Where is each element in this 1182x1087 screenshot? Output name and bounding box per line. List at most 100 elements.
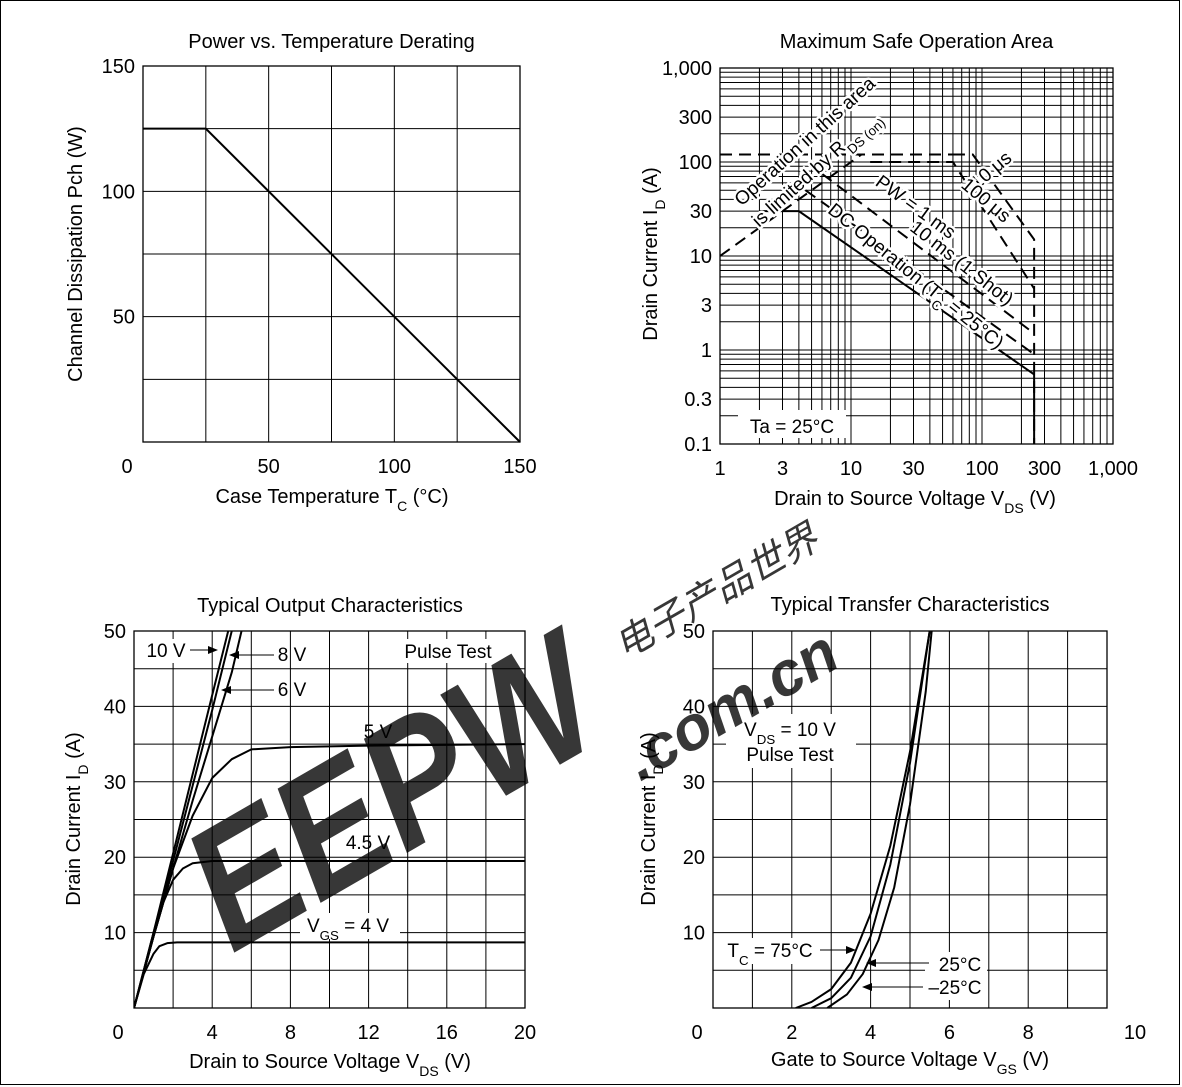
x-tick-label: 50 [258, 456, 280, 478]
chart-derating: 0 50 100 150 50 100 150 Power vs. Temperature D… [65, 31, 537, 514]
y-tick-label: 20 [683, 847, 705, 869]
label-tc-75c: TC = 75°C [727, 941, 812, 968]
x-axis-label: Drain to Source Voltage VDS (V) [189, 1051, 471, 1079]
soa-boundary-10-ms [804, 189, 1035, 356]
label-8v: 8 V [278, 645, 307, 666]
x-tick-label: 10 [840, 458, 862, 480]
soa-boundary-100-s [870, 161, 1035, 290]
x-tick-label: 8 [1023, 1022, 1034, 1044]
chart-soa: 1 3 10 30 100 300 1,000 0.1 0.3 1 3 10 30 100 300 1,000… [640, 31, 1138, 516]
label-tc-25c: 25°C [939, 955, 981, 976]
chart-transfer: 0 2 4 6 8 10 10 20 30 40 50 Typical Transfer Charac… [638, 594, 1146, 1077]
curve-tc--25-c [826, 631, 933, 1008]
arrow-minus25c [862, 983, 872, 991]
y-tick-label: 20 [104, 847, 126, 869]
label-vgs-4v: VGS = 4 V [307, 916, 389, 943]
x-axis-label: Drain to Source Voltage VDS (V) [774, 488, 1056, 516]
y-tick-label: 50 [113, 307, 135, 329]
curve-vgs-4-5-v [134, 859, 525, 1008]
y-axis-label: Drain Current ID (A) [638, 732, 666, 906]
pulse-test-label: Pulse Test [746, 745, 834, 766]
y-tick-label: 30 [104, 772, 126, 794]
label-4-5v: 4.5 V [346, 833, 391, 854]
soa-boundary-1-ms [821, 172, 1035, 335]
y-tick-label: 1 [701, 340, 712, 362]
arrow-8v [229, 651, 239, 659]
arrow-10v [208, 646, 218, 654]
x-tick-label: 4 [207, 1022, 218, 1044]
x-tick-label: 12 [357, 1022, 379, 1044]
soa-boundary-10-s [952, 153, 1036, 444]
x-tick-label: 4 [865, 1022, 876, 1044]
y-tick-label: 300 [679, 107, 712, 129]
curve-tc-75-c [795, 631, 931, 1008]
y-axis-label: Drain Current ID (A) [63, 732, 91, 906]
y-tick-label: 40 [104, 696, 126, 718]
x-tick-label: 1,000 [1088, 458, 1138, 480]
y-tick-label: 100 [679, 152, 712, 174]
label-bg [300, 913, 400, 939]
label-10v: 10 V [146, 641, 185, 662]
label-bg [726, 714, 856, 768]
y-axis-label: Drain Current ID (A) [640, 167, 668, 341]
arrow-75c [846, 946, 856, 954]
chart-title: Typical Output Characteristics [197, 595, 463, 617]
x-tick-label: 30 [902, 458, 924, 480]
x-tick-label: 1 [714, 458, 725, 480]
pulse-test-label: Pulse Test [404, 642, 492, 663]
x-tick-label: 0 [691, 1022, 702, 1044]
x-tick-label: 150 [503, 456, 536, 478]
y-tick-label: 10 [683, 923, 705, 945]
y-tick-label: 50 [683, 621, 705, 643]
x-tick-label: 300 [1028, 458, 1061, 480]
ta-label-bg [738, 410, 846, 438]
x-tick-label: 16 [436, 1022, 458, 1044]
chart-title: Maximum Safe Operation Area [780, 31, 1054, 53]
label-tc-minus25c: –25°C [928, 978, 981, 999]
x-tick-label: 2 [786, 1022, 797, 1044]
x-axis-label: Gate to Source Voltage VGS (V) [771, 1049, 1049, 1077]
condition-vds: VDS = 10 V [744, 720, 836, 747]
x-tick-label: 6 [944, 1022, 955, 1044]
ta-label: Ta = 25°C [750, 417, 834, 438]
derating-curve [143, 127, 521, 443]
x-axis-label: Case Temperature TC (°C) [215, 486, 448, 514]
arrow-25c [866, 959, 876, 967]
plot-frame [712, 630, 1108, 1009]
y-tick-label: 10 [104, 923, 126, 945]
soa-boundary-dc [759, 210, 1036, 444]
label-bg [722, 938, 820, 964]
y-tick-label: 30 [683, 772, 705, 794]
x-tick-label: 10 [1124, 1022, 1146, 1044]
x-tick-label: 0 [112, 1022, 123, 1044]
y-tick-label: 3 [701, 295, 712, 317]
chart-output: 0 4 8 12 16 20 10 20 30 40 50 Typical Output Charac… [63, 595, 536, 1079]
x-tick-label: 3 [777, 458, 788, 480]
label-bg [925, 952, 987, 1000]
label-bg [394, 639, 504, 663]
plot-frame [133, 630, 526, 1009]
x-tick-label: 100 [378, 456, 411, 478]
y-axis-label: Channel Dissipation Pch (W) [65, 126, 87, 382]
y-tick-label: 30 [690, 201, 712, 223]
y-tick-label: 150 [102, 56, 135, 78]
x-tick-label: 8 [285, 1022, 296, 1044]
y-tick-label: 40 [683, 696, 705, 718]
x-tick-label: 100 [965, 458, 998, 480]
y-tick-label: 100 [102, 181, 135, 203]
plot-frame [142, 65, 521, 443]
label-5v: 5 V [364, 722, 393, 743]
y-tick-label: 50 [104, 621, 126, 643]
label-6v: 6 V [278, 680, 307, 701]
curve-tc-25-c [811, 631, 931, 1008]
y-tick-label: 0.3 [684, 389, 712, 411]
y-tick-label: 0.1 [684, 434, 712, 456]
soa-boundary-rds-on-limit [719, 153, 862, 257]
label-bg [140, 639, 192, 663]
chart-title: Power vs. Temperature Derating [188, 31, 474, 53]
chart-title: Typical Transfer Characteristics [771, 594, 1050, 616]
y-tick-label: 10 [690, 246, 712, 268]
x-tick-label: 20 [514, 1022, 536, 1044]
